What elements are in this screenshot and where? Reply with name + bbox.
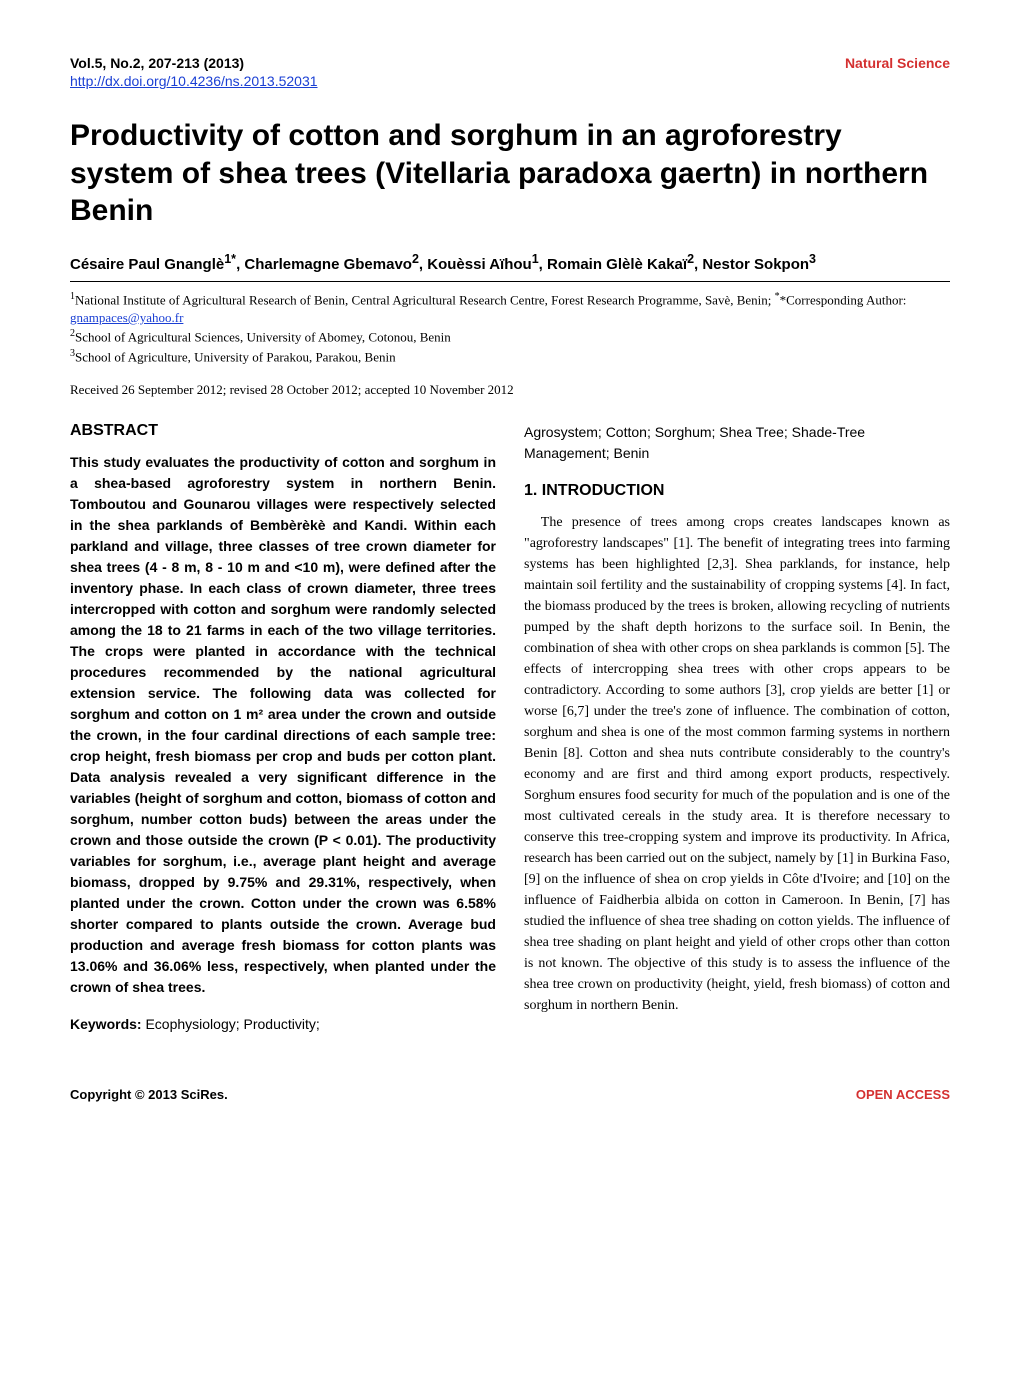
keywords-text-left: Ecophysiology; Productivity;: [145, 1016, 319, 1032]
right-column: Agrosystem; Cotton; Sorghum; Shea Tree; …: [524, 422, 950, 1035]
abstract-heading: ABSTRACT: [70, 422, 496, 440]
affiliation-line: 1National Institute of Agricultural Rese…: [70, 290, 950, 328]
copyright: Copyright © 2013 SciRes.: [70, 1087, 228, 1102]
volume-issue: Vol.5, No.2, 207-213 (2013): [70, 55, 244, 71]
intro-heading: 1. INTRODUCTION: [524, 482, 950, 500]
doi-link[interactable]: http://dx.doi.org/10.4236/ns.2013.52031: [70, 73, 950, 89]
keywords-right: Agrosystem; Cotton; Sorghum; Shea Tree; …: [524, 422, 950, 464]
journal-name: Natural Science: [845, 55, 950, 71]
received-dates: Received 26 September 2012; revised 28 O…: [70, 382, 950, 398]
page-footer: Copyright © 2013 SciRes. OPEN ACCESS: [70, 1087, 950, 1102]
keywords-label: Keywords:: [70, 1016, 142, 1032]
affiliation-line: 2School of Agricultural Sciences, Univer…: [70, 327, 950, 347]
affiliations: 1National Institute of Agricultural Rese…: [70, 290, 950, 367]
authors: Césaire Paul Gnanglè1*, Charlemagne Gbem…: [70, 252, 950, 273]
abstract-text: This study evaluates the productivity of…: [70, 452, 496, 998]
page-header: Vol.5, No.2, 207-213 (2013) Natural Scie…: [70, 55, 950, 71]
divider: [70, 281, 950, 282]
keywords-left: Keywords: Ecophysiology; Productivity;: [70, 1014, 496, 1035]
intro-text: The presence of trees among crops create…: [524, 512, 950, 1016]
open-access-label: OPEN ACCESS: [856, 1087, 950, 1102]
two-column-layout: ABSTRACT This study evaluates the produc…: [70, 422, 950, 1035]
paper-title: Productivity of cotton and sorghum in an…: [70, 117, 950, 230]
corresponding-email[interactable]: gnampaces@yahoo.fr: [70, 310, 183, 325]
affiliation-line: 3School of Agriculture, University of Pa…: [70, 347, 950, 367]
left-column: ABSTRACT This study evaluates the produc…: [70, 422, 496, 1035]
